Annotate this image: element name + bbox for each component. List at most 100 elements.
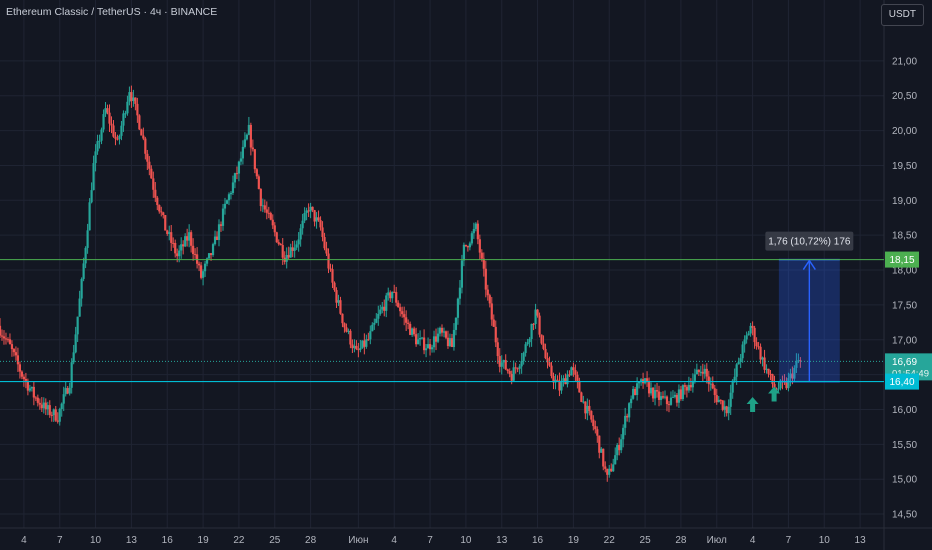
candle <box>502 359 505 369</box>
candle-body <box>74 334 77 353</box>
candle-body <box>2 336 6 339</box>
candle <box>76 316 79 342</box>
time-tick-label: 10 <box>90 535 102 546</box>
candle-body <box>468 243 471 248</box>
candle-body <box>227 194 231 201</box>
support-badge-bg <box>885 373 919 390</box>
candle <box>490 296 493 326</box>
candle-body <box>697 369 700 373</box>
candle <box>199 262 203 280</box>
candle <box>584 401 587 420</box>
candle <box>275 231 278 243</box>
candle <box>194 248 197 259</box>
candle <box>530 323 533 347</box>
candle-body <box>180 244 183 251</box>
candle <box>466 245 469 252</box>
grid <box>0 0 884 528</box>
candle-body <box>484 268 487 290</box>
price-tick-label: 18,00 <box>892 266 917 277</box>
candle-body <box>528 338 531 343</box>
candle-body <box>140 129 143 136</box>
candle-body <box>622 427 625 440</box>
candle <box>659 391 663 406</box>
candle <box>16 347 20 372</box>
currency-button[interactable]: USDT <box>880 4 924 26</box>
candle <box>305 207 308 221</box>
candle <box>532 322 535 331</box>
candle-body <box>411 328 414 335</box>
candle <box>622 424 625 448</box>
candle <box>277 239 280 246</box>
candle-body <box>305 210 308 213</box>
candle <box>172 237 175 248</box>
candle-body <box>297 239 300 245</box>
candle-body <box>132 97 135 102</box>
candle-body <box>172 242 175 244</box>
candle-body <box>130 92 133 102</box>
candle-body <box>295 244 298 248</box>
time-tick-label: 7 <box>427 535 433 546</box>
candle-body <box>725 406 728 414</box>
candle <box>691 373 694 393</box>
candle-body <box>120 125 123 136</box>
candle-body <box>52 409 55 416</box>
candle-body <box>405 317 408 323</box>
candle <box>36 394 39 407</box>
candle <box>160 206 163 217</box>
candle-body <box>106 108 109 113</box>
candle <box>657 385 661 407</box>
candle <box>34 396 37 402</box>
candle <box>709 377 712 391</box>
candle <box>685 384 688 398</box>
candle-body <box>311 206 314 211</box>
candle <box>413 326 416 337</box>
candle-body <box>719 399 722 401</box>
candle <box>679 385 683 401</box>
candle <box>8 333 12 345</box>
candle <box>10 340 14 357</box>
price-axis: 21,00 20,50 20,00 19,50 19,00 18,50 18,00 17,50… <box>892 56 917 520</box>
time-tick-label: 4 <box>391 535 397 546</box>
candle-body <box>215 236 219 240</box>
candle-body <box>331 269 334 283</box>
candle-body <box>391 291 394 299</box>
candle <box>785 377 788 390</box>
candle <box>456 297 460 325</box>
candle <box>478 234 481 260</box>
candle <box>329 263 332 272</box>
candle <box>393 284 396 293</box>
candle-body <box>303 212 306 221</box>
candle-body <box>452 329 456 347</box>
candle <box>715 388 718 405</box>
candle-body <box>454 317 458 330</box>
candle <box>389 290 392 302</box>
candle-body <box>387 292 390 296</box>
candle-body <box>205 258 209 264</box>
candle-body <box>536 309 539 316</box>
candle <box>299 224 302 247</box>
price-tick-label: 17,00 <box>892 335 917 346</box>
candle <box>369 325 372 345</box>
candle <box>130 85 133 108</box>
time-tick-label: 19 <box>568 535 580 546</box>
candle <box>663 390 667 400</box>
candle <box>454 317 458 336</box>
candle <box>417 333 420 345</box>
candle-body <box>576 374 579 381</box>
candle-body <box>432 336 436 348</box>
candle <box>558 372 561 397</box>
candle <box>608 465 611 478</box>
candle-body <box>289 247 292 258</box>
candle-body <box>570 367 573 376</box>
candle <box>54 405 57 422</box>
candle-body <box>82 263 85 279</box>
candle-body <box>709 383 712 385</box>
candle-body <box>223 203 227 209</box>
candle <box>504 354 507 371</box>
candle-body <box>689 385 692 388</box>
resistance-badge-bg <box>885 251 919 268</box>
candle <box>331 264 334 289</box>
candle-body <box>339 300 342 314</box>
time-tick-label: 16 <box>532 535 544 546</box>
